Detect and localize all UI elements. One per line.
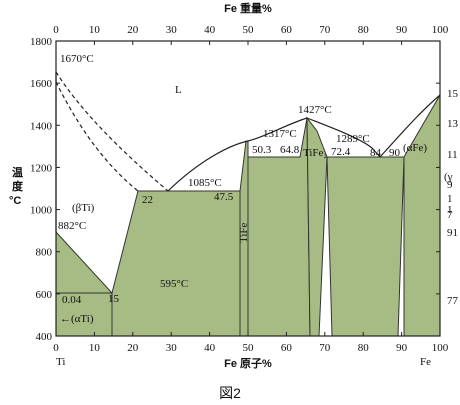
top-tick-label: 90: [396, 24, 408, 36]
bottom-tick-label: 10: [89, 342, 101, 354]
right-tick-label: 7: [447, 209, 453, 221]
left-tick-label: 400: [36, 331, 53, 343]
left-tick-label: 1400: [30, 120, 53, 132]
left-axis-title-2: 度: [12, 179, 24, 193]
top-tick-label: 10: [89, 24, 101, 36]
label-15: 15: [108, 293, 120, 305]
top-tick-label: 70: [319, 24, 331, 36]
tife2-alphafe-region: [326, 156, 405, 337]
label-1085: 1085°C: [188, 177, 222, 189]
label-72-4: 72.4: [331, 146, 351, 158]
label-90: 90: [389, 147, 401, 159]
label-22: 22: [142, 194, 153, 206]
bottom-tick-label: 70: [319, 342, 331, 354]
right-tick-label: 11: [447, 149, 458, 161]
bottom-tick-label: 80: [358, 342, 370, 354]
right-partial-tick-label: 77: [447, 295, 459, 307]
top-axis-tick-labels: 0 10 20 30 40 50 60 70 80 90 100: [53, 24, 449, 36]
label-84: 84: [370, 147, 382, 159]
label-tife-vertical: TiFe: [238, 222, 250, 243]
label-882: 882°C: [58, 220, 86, 232]
top-tick-label: 50: [243, 24, 255, 36]
bottom-axis-right-end: Fe: [420, 356, 431, 368]
bottom-tick-label: 20: [127, 342, 139, 354]
label-0-04: 0.04: [62, 294, 82, 306]
label-50-3: 50.3: [252, 144, 272, 156]
top-tick-label: 80: [358, 24, 370, 36]
right-partial-tick-label: 1: [447, 193, 453, 205]
left-tick-label: 1200: [30, 162, 53, 174]
label-tife2: TiFe₂: [303, 147, 327, 159]
figure-caption: 図2: [219, 385, 241, 401]
bottom-tick-label: 100: [432, 342, 449, 354]
top-axis-title: Fe 重量%: [224, 1, 272, 15]
bottom-axis-title: Fe 原子%: [224, 357, 272, 370]
left-axis-tick-labels: 1800 1600 1400 1200 1000 800 600 400: [30, 36, 53, 343]
ti-rich-solid-region: [111, 190, 241, 337]
label-595: 595°C: [160, 278, 188, 290]
bottom-tick-label: 0: [53, 342, 59, 354]
bottom-axis-left-end: Ti: [56, 356, 65, 368]
bottom-tick-label: 40: [204, 342, 216, 354]
bottom-tick-label: 60: [281, 342, 293, 354]
right-axis-gamma-label: (γ: [444, 171, 453, 183]
top-tick-label: 60: [281, 24, 293, 36]
label-1289: 1289°C: [336, 133, 370, 145]
liquidus-curve-right: [306, 117, 381, 158]
bottom-tick-label: 50: [243, 342, 255, 354]
top-tick-label: 100: [432, 24, 449, 36]
left-tick-label: 600: [36, 289, 53, 301]
alpha-fe-region: [403, 93, 441, 337]
liquidus-curve-fe: [379, 94, 441, 158]
right-tick-label: 15: [447, 88, 459, 100]
bottom-tick-label: 30: [166, 342, 178, 354]
left-tick-label: 1600: [30, 78, 53, 90]
right-tick-label: 13: [447, 118, 459, 130]
beta-ti-region: [55, 230, 114, 294]
label-alpha-ti: ←(αTi): [60, 313, 94, 325]
bottom-axis-tick-labels: 0 10 20 30 40 50 60 70 80 90 100: [53, 342, 449, 354]
top-tick-label: 0: [53, 24, 59, 36]
right-tick-label: 9: [447, 179, 453, 191]
left-tick-label: 800: [36, 247, 53, 259]
label-alpha-fe: (αFe): [403, 142, 427, 154]
label-1427: 1427°C: [298, 104, 332, 116]
liquidus-curve-left: [167, 140, 249, 192]
left-axis-title-1: 温: [12, 165, 23, 179]
label-beta-ti: (βTi): [72, 202, 95, 214]
top-tick-label: 30: [166, 24, 178, 36]
bottom-tick-label: 90: [396, 342, 408, 354]
label-1670: 1670°C: [60, 53, 94, 65]
top-tick-label: 20: [127, 24, 139, 36]
top-tick-label: 40: [204, 24, 216, 36]
right-partial-tick-label: 1: [447, 204, 453, 216]
right-partial-tick-label: 91: [447, 227, 458, 239]
axis-ticks: [55, 40, 441, 337]
label-47-5: 47.5: [214, 191, 234, 203]
solidus-dashed-lower: [55, 81, 139, 192]
label-64-8: 64.8: [280, 144, 300, 156]
left-tick-label: 1000: [30, 205, 53, 217]
tife2-region: [306, 116, 328, 337]
label-1317: 1317°C: [263, 128, 297, 140]
liquidus-curve-mid: [247, 117, 308, 142]
left-tick-label: 1800: [30, 36, 53, 48]
left-axis-title-3: °C: [9, 195, 21, 207]
label-liquid: L: [175, 84, 182, 96]
solidus-dashed-upper: [55, 71, 169, 192]
